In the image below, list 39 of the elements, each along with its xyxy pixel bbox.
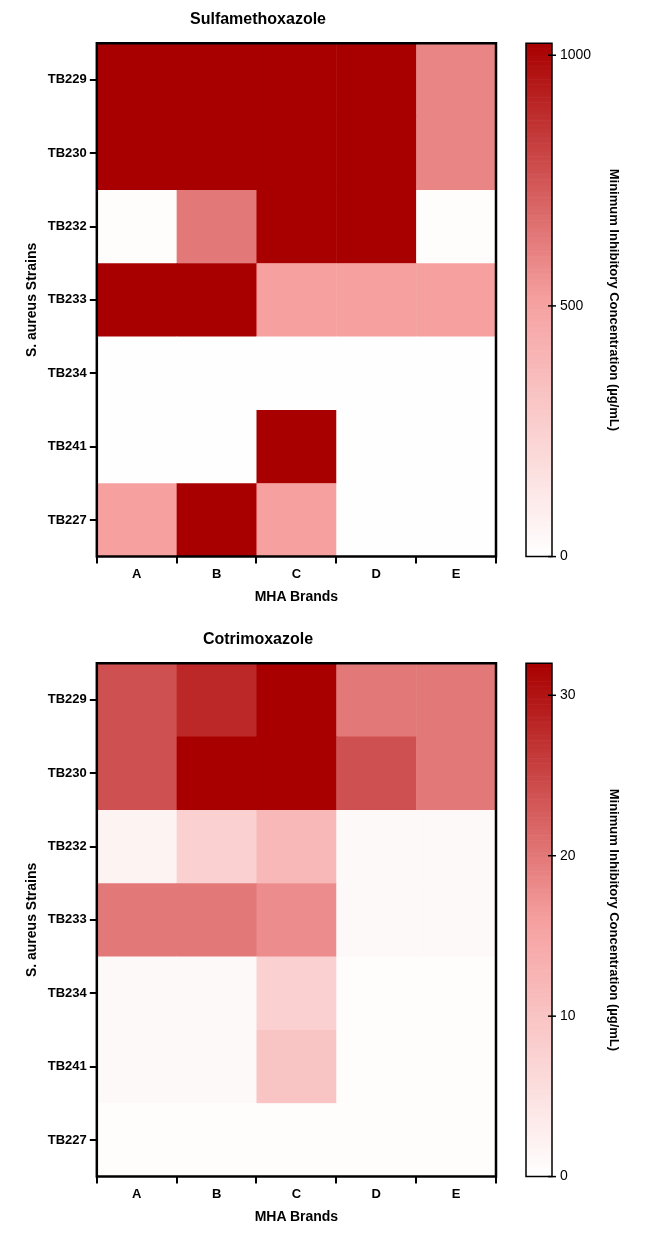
color-bar-label: 1000 <box>560 46 592 63</box>
y-tick-label: TB232 <box>47 218 87 234</box>
y-tick-label: TB232 <box>47 838 87 854</box>
x-tick-label: E <box>451 1185 461 1201</box>
x-tick-label: D <box>371 1185 381 1201</box>
chart-title: Cotrimoxazole <box>202 630 314 648</box>
x-axis-title: MHA Brands <box>254 588 339 605</box>
x-tick-label: B <box>211 1185 222 1201</box>
y-tick-label: TB234 <box>47 984 88 1000</box>
y-tick-label: TB230 <box>47 144 87 160</box>
color-bar-label: 0 <box>560 547 568 564</box>
color-bar-title: Minimum Inhibitory Concentration (µg/mL) <box>607 788 623 1052</box>
color-bar-title: Minimum Inhibitory Concentration (µg/mL) <box>607 168 623 432</box>
y-tick-label: TB233 <box>47 911 87 927</box>
y-tick-label: TB230 <box>47 764 87 780</box>
y-tick-label: TB241 <box>47 438 87 454</box>
color-bar-label: 500 <box>560 296 584 313</box>
color-bar-label: 10 <box>560 1007 576 1024</box>
y-tick-label: TB227 <box>47 511 87 527</box>
x-axis-title: MHA Brands <box>254 1208 339 1225</box>
color-bar-label: 0 <box>560 1167 568 1184</box>
x-tick-label: E <box>451 565 461 581</box>
color-bar-label: 30 <box>560 686 576 703</box>
y-tick-label: TB241 <box>47 1058 87 1074</box>
x-tick-label: B <box>211 565 222 581</box>
x-tick-label: C <box>291 565 302 581</box>
y-tick-label: TB229 <box>47 691 87 707</box>
x-tick-label: A <box>132 565 143 581</box>
x-tick-label: C <box>291 1185 302 1201</box>
color-bar-label: 20 <box>560 846 576 863</box>
y-tick-label: TB229 <box>47 71 87 87</box>
y-tick-label: TB234 <box>47 364 88 380</box>
y-tick-label: TB227 <box>47 1131 87 1147</box>
x-tick-label: D <box>371 565 381 581</box>
chart-title: Sulfamethoxazole <box>189 10 327 28</box>
y-axis-title: S. aureus Strains <box>23 242 40 358</box>
y-axis-title: S. aureus Strains <box>23 862 40 978</box>
y-tick-label: TB233 <box>47 291 87 307</box>
x-tick-label: A <box>132 1185 143 1201</box>
